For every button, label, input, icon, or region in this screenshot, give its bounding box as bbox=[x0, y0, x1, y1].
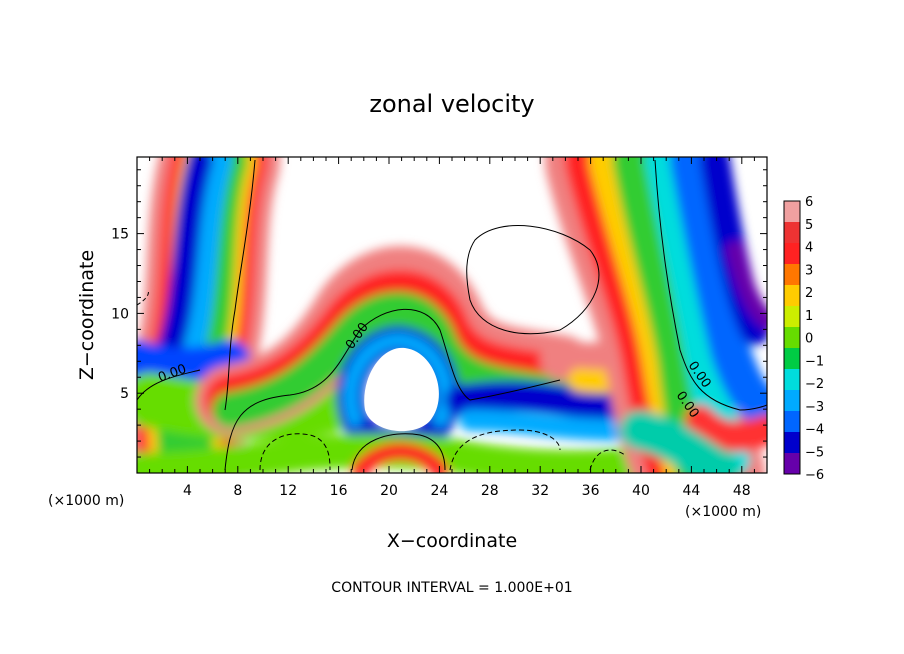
x-tick-label: 48 bbox=[733, 483, 751, 499]
y-tick-label: 10 bbox=[111, 306, 129, 322]
colorbar-swatch bbox=[784, 285, 800, 307]
y-axis-label: Z−coordinate bbox=[76, 250, 98, 380]
colorbar-tick-label: −1 bbox=[805, 354, 824, 369]
x-tick-label: 32 bbox=[531, 483, 549, 499]
x-unit-left: (×1000 m) bbox=[48, 493, 124, 509]
colorbar-swatch bbox=[784, 432, 800, 454]
x-tick-label: 4 bbox=[183, 483, 192, 499]
x-tick-label: 24 bbox=[430, 483, 448, 499]
y-axis: 5 10 15 bbox=[111, 169, 767, 458]
x-tick-label: 20 bbox=[380, 483, 398, 499]
colorbar-tick-label: 5 bbox=[805, 218, 813, 233]
x-tick-label: 12 bbox=[279, 483, 297, 499]
colorbar-tick-label: −5 bbox=[805, 445, 824, 460]
colorbar-tick-label: 2 bbox=[805, 286, 813, 301]
colorbar-swatch bbox=[784, 264, 800, 286]
colorbar-tick-label: −2 bbox=[805, 377, 824, 392]
colorbar-swatch bbox=[784, 243, 800, 265]
colorbar-tick-label: 1 bbox=[805, 309, 813, 324]
colorbar-tick-label: 0 bbox=[805, 332, 813, 347]
x-tick-label: 28 bbox=[481, 483, 499, 499]
x-tick-label: 40 bbox=[632, 483, 650, 499]
x-unit-right: (×1000 m) bbox=[685, 504, 761, 520]
colorbar-swatch bbox=[784, 201, 800, 223]
colorbar-frame bbox=[783, 200, 801, 475]
x-axis-label: X−coordinate bbox=[387, 530, 517, 552]
colorbar-tick-label: 6 bbox=[805, 195, 813, 210]
chart-title: zonal velocity bbox=[369, 90, 534, 118]
colorbar-swatch bbox=[784, 369, 800, 391]
x-axis: 4 8 12 16 20 24 28 32 36 40 44 48 bbox=[149, 157, 755, 499]
contour-interval-note: CONTOUR INTERVAL = 1.000E+01 bbox=[331, 580, 572, 596]
colorbar-tick-label: −6 bbox=[805, 468, 824, 483]
colorbar-swatch bbox=[784, 411, 800, 433]
colorbar-swatch bbox=[784, 327, 800, 349]
x-tick-label: 16 bbox=[330, 483, 348, 499]
colorbar-tick-label: −4 bbox=[805, 423, 824, 438]
y-tick-label: 5 bbox=[120, 386, 129, 402]
colorbar-tick-label: −3 bbox=[805, 400, 824, 415]
colorbar-swatch bbox=[784, 348, 800, 370]
colorbar-tick-label: 4 bbox=[805, 241, 813, 256]
y-tick-label: 15 bbox=[111, 227, 129, 243]
colorbar-swatch bbox=[784, 453, 800, 475]
x-tick-label: 36 bbox=[582, 483, 600, 499]
colorbar-swatch bbox=[784, 390, 800, 412]
colorbar-swatch bbox=[784, 222, 800, 244]
x-tick-label: 44 bbox=[682, 483, 700, 499]
x-tick-label: 8 bbox=[233, 483, 242, 499]
colorbar-tick-label: 3 bbox=[805, 263, 813, 278]
colorbar: 6 5 4 3 2 1 0 −1 −2 −3 −4 −5 −6 bbox=[783, 195, 824, 483]
colorbar-swatch bbox=[784, 306, 800, 328]
velocity-field: 0.00 0.00 0.00 0.00 bbox=[137, 157, 767, 473]
